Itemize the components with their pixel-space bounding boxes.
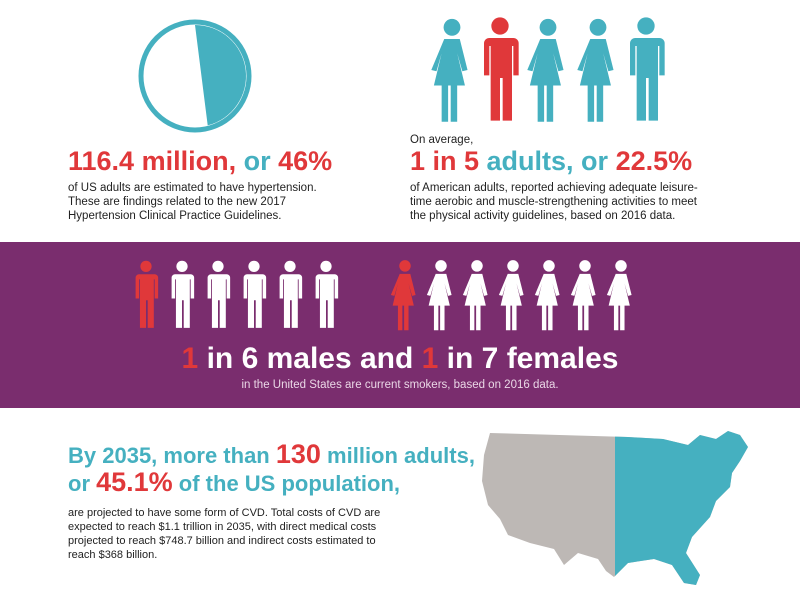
- cvd-body-line-3: projected to reach $748.7 billion and in…: [68, 535, 376, 547]
- map-east-region: [615, 431, 748, 585]
- male-person-icon: [205, 256, 231, 339]
- male-person-icon: [169, 256, 195, 339]
- cvd-percent: 45.1%: [96, 467, 173, 497]
- activity-adults-or: adults, or: [479, 146, 616, 176]
- female-person-icon: [430, 14, 474, 131]
- pie-chart-icon: [138, 19, 252, 133]
- hypertension-headline: 116.4 million, or 46%: [68, 146, 332, 176]
- male-person-icon: [313, 256, 339, 339]
- male-person-icon: [480, 14, 520, 131]
- cvd-description: are projected to have some form of CVD. …: [68, 506, 380, 562]
- pie-slice: [195, 24, 247, 126]
- smokers-female-one: 1: [421, 342, 439, 375]
- male-person-icon: [277, 256, 303, 339]
- cvd-body-line-2: expected to reach $1.1 trillion in 2035,…: [68, 521, 377, 533]
- activity-line-3: the physical activity guidelines, based …: [410, 210, 676, 222]
- activity-description: of American adults, reported achieving a…: [410, 181, 698, 223]
- female-person-icon: [534, 256, 564, 339]
- us-map-icon: [482, 431, 748, 585]
- smokers-male-text: in 6 males and: [198, 342, 422, 375]
- cvd-headline-line-2: or 45.1% of the US population,: [68, 468, 400, 498]
- smokers-headline: 1 in 6 males and 1 in 7 females: [0, 342, 800, 376]
- female-person-icon: [426, 256, 456, 339]
- female-person-icon: [462, 256, 492, 339]
- hypertension-line-2: These are findings related to the new 20…: [68, 196, 287, 208]
- hypertension-line-1: of US adults are estimated to have hyper…: [68, 182, 317, 194]
- hypertension-or: or: [236, 146, 279, 176]
- female-person-icon: [390, 256, 420, 339]
- hypertension-percent: 46%: [278, 146, 333, 176]
- male-person-icon: [133, 256, 159, 339]
- cvd-body-line-4: reach $368 billion.: [68, 549, 158, 561]
- activity-figures: [430, 14, 672, 126]
- cvd-headline-line-1: By 2035, more than 130 million adults,: [68, 440, 475, 470]
- male-figures: [133, 256, 349, 334]
- male-person-icon: [241, 256, 267, 339]
- smokers-band: 1 in 6 males and 1 in 7 females in the U…: [0, 242, 800, 408]
- female-person-icon: [526, 14, 570, 131]
- hypertension-description: of US adults are estimated to have hyper…: [68, 181, 317, 223]
- male-person-icon: [626, 14, 666, 131]
- cvd-million-adults: million adults,: [320, 443, 475, 468]
- smokers-subline: in the United States are current smokers…: [241, 379, 559, 391]
- activity-line-2: time aerobic and muscle-strengthening ac…: [410, 196, 698, 208]
- activity-headline: 1 in 5 adults, or 22.5%: [410, 146, 692, 176]
- smokers-female-text: in 7 females: [438, 342, 619, 375]
- activity-intro: On average,: [410, 134, 474, 146]
- hypertension-line-3: Hypertension Clinical Practice Guideline…: [68, 210, 282, 222]
- female-figures: [390, 256, 642, 334]
- hypertension-count: 116.4 million,: [68, 146, 237, 176]
- female-person-icon: [498, 256, 528, 339]
- activity-line-1: of American adults, reported achieving a…: [410, 182, 698, 194]
- activity-ratio: 1 in 5: [410, 146, 480, 176]
- smokers-male-one: 1: [181, 342, 199, 375]
- cvd-by-2035: By 2035, more than: [68, 443, 276, 468]
- activity-percent: 22.5%: [615, 146, 693, 176]
- female-person-icon: [606, 256, 636, 339]
- cvd-or: or: [68, 471, 97, 496]
- cvd-body-line-1: are projected to have some form of CVD. …: [68, 507, 381, 519]
- cvd-adult-count: 130: [275, 439, 321, 469]
- cvd-population: of the US population,: [172, 471, 400, 496]
- female-person-icon: [570, 256, 600, 339]
- female-person-icon: [576, 14, 620, 131]
